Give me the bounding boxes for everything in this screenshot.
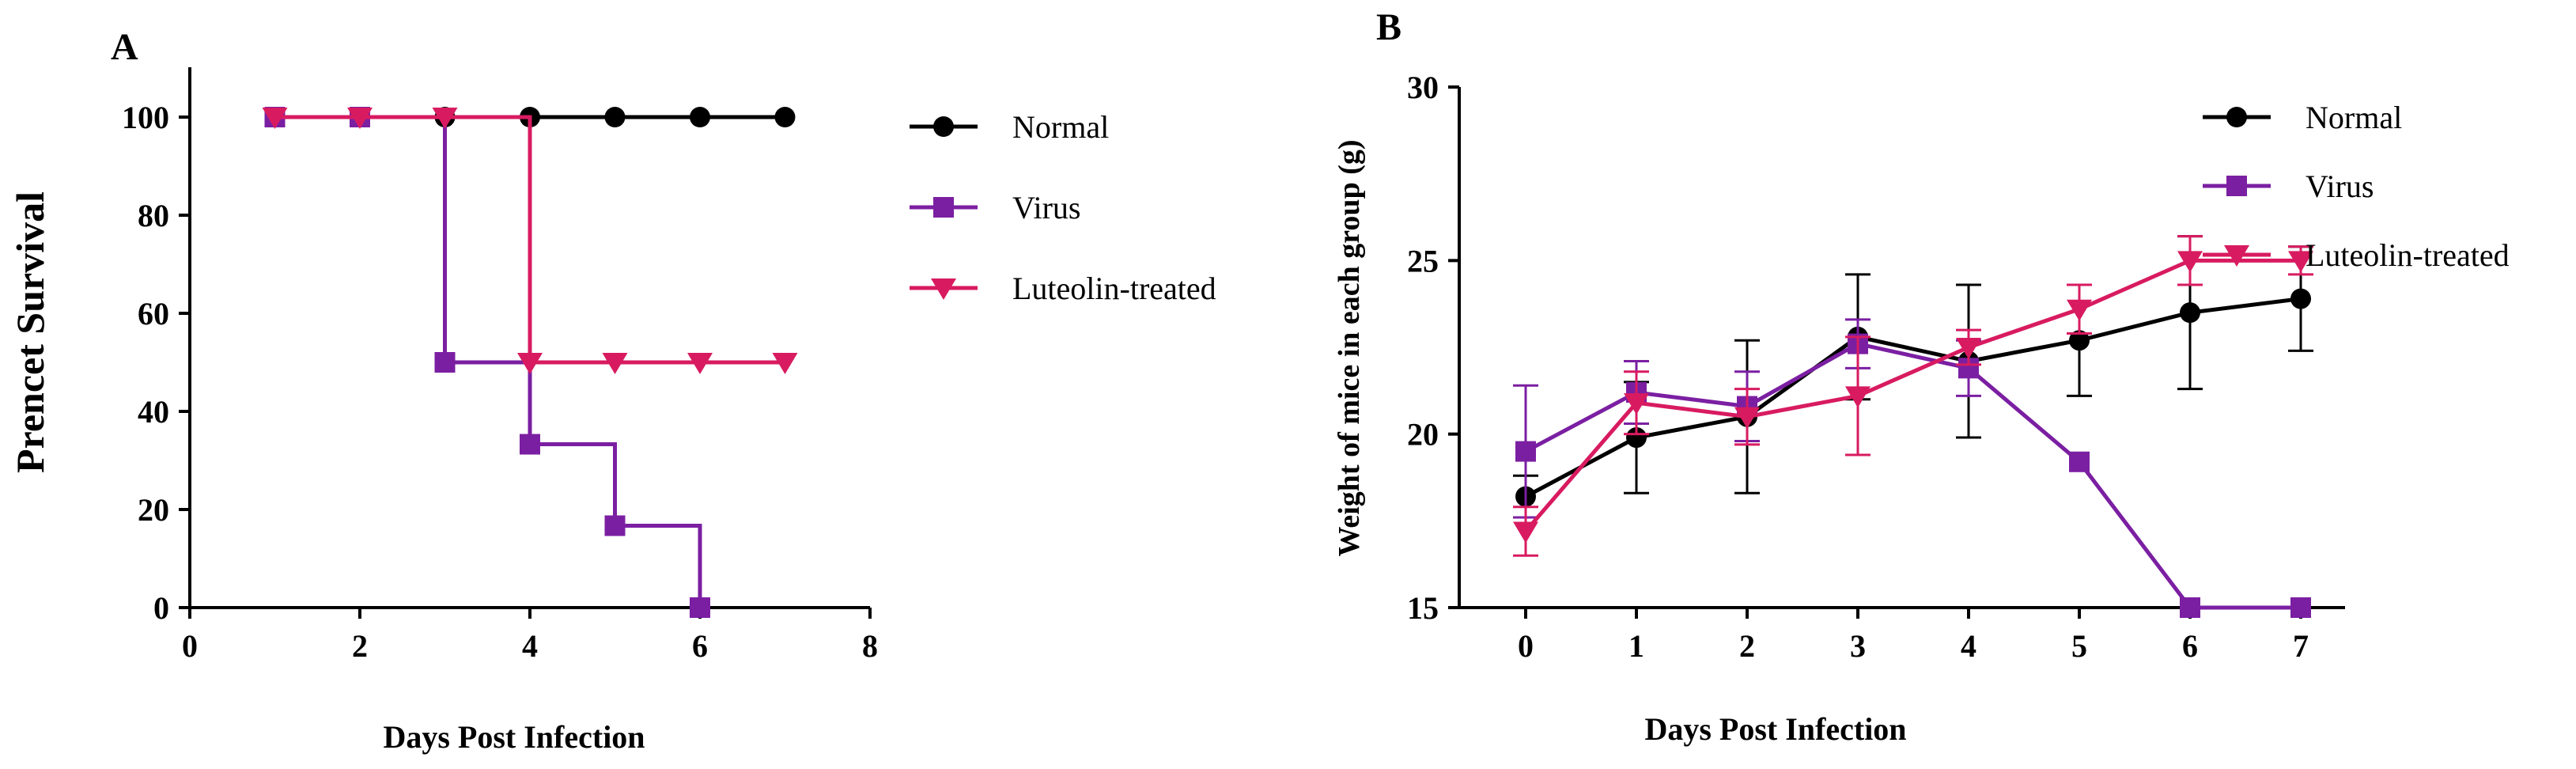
data-point-virus bbox=[1515, 441, 1536, 462]
panel-a-series bbox=[262, 107, 798, 618]
data-point-luteolin bbox=[687, 353, 713, 374]
data-point-luteolin bbox=[1513, 521, 1538, 544]
panel-a-y-tick-label: 20 bbox=[138, 492, 169, 528]
data-point-normal bbox=[1626, 427, 1647, 449]
legend-marker-normal bbox=[933, 116, 954, 137]
panel-a-series-luteolin bbox=[262, 108, 798, 374]
legend-label-luteolin: Luteolin-treated bbox=[2306, 237, 2510, 273]
panel-b-y-ticks: 15 20 25 30 bbox=[1407, 70, 1459, 626]
panel-b-x-tick-label: 1 bbox=[1628, 628, 1644, 664]
legend-marker-luteolin bbox=[931, 278, 956, 300]
panel-b-x-tick-label: 4 bbox=[1961, 628, 1976, 664]
data-point-normal bbox=[774, 107, 796, 127]
panel-b-letter: B bbox=[1376, 6, 1401, 48]
data-point-virus bbox=[2180, 597, 2200, 618]
series-line-virus bbox=[1524, 341, 2301, 610]
panel-a-x-tick-label: 6 bbox=[692, 628, 708, 664]
panel-a-y-tick-label: 40 bbox=[138, 394, 169, 430]
data-point-luteolin bbox=[2067, 299, 2092, 321]
series-line-luteolin bbox=[274, 115, 785, 365]
panel-a-x-tick-label: 0 bbox=[182, 628, 198, 664]
panel-b-series-virus bbox=[1513, 318, 2311, 618]
data-point-virus bbox=[604, 515, 626, 536]
data-point-luteolin bbox=[602, 353, 628, 374]
panel-a-x-axis-title: Days Post Infection bbox=[383, 719, 645, 755]
panel-b-series-normal bbox=[1513, 235, 2313, 519]
panel-b-y-tick-label: 20 bbox=[1407, 417, 1439, 453]
panel-a-y-ticks: 0 20 40 60 80 100 bbox=[122, 100, 190, 626]
panel-b-series bbox=[1513, 235, 2313, 618]
panel-b-x-tick-label: 3 bbox=[1850, 628, 1866, 664]
panel-b-y-tick-label: 15 bbox=[1407, 590, 1439, 626]
data-point-luteolin bbox=[1845, 386, 1871, 408]
series-line-luteolin bbox=[1524, 258, 2301, 533]
panel-b-series-luteolin bbox=[1513, 235, 2313, 557]
legend-marker-luteolin bbox=[2224, 245, 2249, 267]
panel-b-y-tick-label: 30 bbox=[1407, 70, 1439, 105]
data-point-luteolin bbox=[517, 353, 543, 374]
data-point-normal bbox=[2180, 302, 2200, 324]
data-point-luteolin bbox=[432, 108, 458, 129]
panel-b-legend: Normal Virus Luteolin-treated bbox=[2203, 100, 2510, 273]
panel-a-y-tick-label: 80 bbox=[138, 198, 169, 233]
data-point-luteolin bbox=[772, 353, 798, 374]
data-point-luteolin bbox=[2288, 251, 2313, 273]
data-point-luteolin bbox=[1734, 407, 1760, 429]
data-point-luteolin bbox=[1624, 393, 1649, 415]
panel-b-x-tick-label: 2 bbox=[1739, 628, 1755, 664]
panel-b-x-tick-label: 7 bbox=[2293, 628, 2309, 664]
data-point-luteolin bbox=[262, 108, 288, 129]
legend-marker-virus bbox=[933, 197, 954, 218]
data-point-luteolin bbox=[347, 108, 373, 129]
panel-a-x-tick-label: 8 bbox=[862, 628, 878, 664]
data-point-virus bbox=[2069, 451, 2090, 472]
legend-label-normal: Normal bbox=[2306, 100, 2402, 135]
legend-label-virus: Virus bbox=[2306, 169, 2374, 204]
data-point-virus bbox=[520, 434, 540, 455]
panel-a-y-tick-label: 60 bbox=[138, 296, 169, 331]
data-point-virus bbox=[690, 597, 710, 618]
data-point-luteolin bbox=[1956, 338, 1981, 359]
legend-marker-virus bbox=[2226, 176, 2247, 196]
legend-label-luteolin: Luteolin-treated bbox=[1012, 271, 1216, 306]
panel-a-legend: Normal Virus Luteolin-treated bbox=[910, 109, 1216, 306]
data-point-normal bbox=[604, 107, 626, 127]
data-point-luteolin bbox=[2177, 251, 2203, 273]
data-point-virus bbox=[2290, 597, 2311, 618]
panel-a-y-tick-label: 0 bbox=[153, 590, 169, 626]
data-point-normal bbox=[2290, 288, 2311, 309]
legend-label-normal: Normal bbox=[1012, 109, 1109, 145]
panel-a-y-tick-label: 100 bbox=[122, 100, 169, 135]
data-point-normal bbox=[690, 107, 710, 127]
panel-a-y-axis-title: Prencet Survival bbox=[8, 191, 52, 473]
legend-marker-normal bbox=[2226, 107, 2247, 127]
panel-b-x-tick-label: 5 bbox=[2071, 628, 2087, 664]
panel-b-x-axis-title: Days Post Infection bbox=[1644, 711, 1906, 747]
panel-a-letter: A bbox=[111, 26, 138, 68]
legend-label-virus: Virus bbox=[1012, 190, 1080, 225]
panel-b-y-tick-label: 25 bbox=[1407, 243, 1439, 278]
data-point-normal bbox=[2069, 330, 2090, 351]
data-point-virus bbox=[434, 352, 456, 373]
series-line-normal bbox=[1524, 297, 2302, 498]
panel-b-y-axis-title: Weight of mice in each group (g) bbox=[1333, 139, 1366, 556]
panel-a-x-tick-label: 2 bbox=[352, 628, 368, 664]
panel-a-x-tick-label: 4 bbox=[522, 628, 538, 664]
panel-b-x-tick-label: 0 bbox=[1518, 628, 1534, 664]
panel-a-x-ticks: 0 2 4 6 8 bbox=[182, 608, 878, 664]
panel-a-survival-chart: A 0 2 4 6 8 0 20 40 60 80 100 Days Post Infection… bbox=[8, 26, 1216, 755]
panel-b-x-tick-label: 6 bbox=[2182, 628, 2198, 664]
